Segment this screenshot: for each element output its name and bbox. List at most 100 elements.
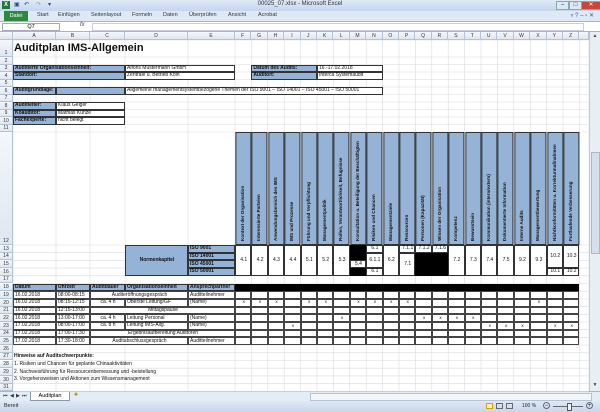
matrix-cell[interactable] <box>235 322 252 330</box>
matrix-cell[interactable] <box>349 322 367 330</box>
matrix-cell[interactable] <box>464 291 481 299</box>
cell-d13[interactable]: Normenkapitel <box>125 245 188 276</box>
matrix-cell[interactable] <box>349 314 367 322</box>
matrix-cell[interactable] <box>481 337 498 346</box>
matrix-cell[interactable] <box>546 337 563 346</box>
cell-q13[interactable]: 7.1.2 <box>415 245 432 253</box>
column-header-u[interactable]: U <box>481 32 498 40</box>
chapter-header[interactable]: Managementziele <box>382 132 399 245</box>
matrix-cell[interactable] <box>481 306 498 315</box>
column-header-y[interactable]: Y <box>546 32 563 40</box>
tab-datei[interactable]: Datei <box>4 11 28 21</box>
matrix-cell[interactable] <box>317 322 334 330</box>
matrix-cell[interactable] <box>431 322 449 330</box>
column-header-q[interactable]: Q <box>415 32 432 40</box>
matrix-cell[interactable] <box>431 298 449 307</box>
cell-e19[interactable]: Auditteilnehmer <box>188 291 235 299</box>
chapter-header[interactable]: Interessierte Parteien <box>251 132 268 245</box>
column-header-v[interactable]: V <box>497 32 514 40</box>
sheet-title[interactable]: Auditplan IMS-Allgemein <box>14 42 144 54</box>
cell-a25[interactable]: 17.02.2018 <box>13 337 56 346</box>
matrix-cell[interactable] <box>431 291 449 299</box>
cell-b6[interactable] <box>56 87 125 95</box>
cell-a9[interactable]: Koauditor: <box>13 109 56 117</box>
cell-b10[interactable]: nicht belegt <box>56 117 125 125</box>
matrix-cell[interactable] <box>366 337 383 346</box>
matrix-cell[interactable] <box>546 306 563 315</box>
matrix-cell[interactable] <box>366 291 383 299</box>
matrix-cell[interactable] <box>251 329 268 338</box>
row-header-19[interactable]: 19 <box>0 291 13 299</box>
column-header-h[interactable]: H <box>267 32 285 40</box>
matrix-mark[interactable]: x <box>235 298 252 307</box>
cell-y13[interactable]: 10.2 <box>546 245 563 269</box>
matrix-cell[interactable] <box>431 337 449 346</box>
cell-d6[interactable]: Allgemeine managementsystembezogene Them… <box>125 87 383 95</box>
matrix-mark[interactable]: x <box>382 298 399 307</box>
cell-c20[interactable]: ca. 4 h <box>90 298 125 307</box>
horizontal-scrollbar[interactable] <box>310 393 592 401</box>
row-header-11[interactable]: 11 <box>0 124 13 132</box>
matrix-cell[interactable] <box>333 298 350 307</box>
matrix-cell[interactable] <box>349 306 367 315</box>
matrix-cell[interactable] <box>546 329 563 338</box>
tab-seitenlayout[interactable]: Seitenlayout <box>91 12 122 18</box>
row-header-30[interactable]: 30 <box>0 375 13 384</box>
help-icon[interactable]: ▿ ? – ▫ ✕ <box>570 13 594 19</box>
column-header-f[interactable]: F <box>235 32 252 40</box>
matrix-cell[interactable] <box>497 291 514 299</box>
matrix-mark[interactable]: x <box>284 322 301 330</box>
matrix-cell[interactable] <box>333 329 350 338</box>
cell-d23[interactable]: Leitung IMS-Allg. <box>125 322 188 330</box>
cell-c18[interactable]: Auditdauer <box>90 283 125 292</box>
chapter-header[interactable]: Kommunikation (intern/extern) <box>481 132 498 245</box>
formula-input[interactable] <box>92 23 584 31</box>
page-layout-view-icon[interactable] <box>496 403 503 409</box>
matrix-cell[interactable] <box>513 329 531 338</box>
matrix-cell[interactable] <box>235 291 252 299</box>
column-header-partial[interactable] <box>579 32 589 40</box>
matrix-cell[interactable] <box>563 291 580 299</box>
matrix-cell[interactable] <box>382 306 399 315</box>
cell-d4[interactable]: Zentrale u. Betrieb Köln <box>125 72 235 80</box>
column-header-r[interactable]: R <box>431 32 449 40</box>
matrix-mark[interactable]: x <box>415 314 432 322</box>
prev-sheet-icon[interactable]: ◀ <box>10 393 14 399</box>
column-header-i[interactable]: I <box>284 32 301 40</box>
cell-p13[interactable]: 7.1.1 <box>399 245 416 253</box>
cell-d22[interactable]: Leitung Personal <box>125 314 188 322</box>
matrix-cell[interactable] <box>464 329 481 338</box>
cell-a10[interactable]: Fachexperte: <box>13 117 56 125</box>
cell-c23[interactable]: ca. 8 h <box>90 322 125 330</box>
chapter-header[interactable]: Wissen der Organisation <box>431 132 449 245</box>
matrix-cell[interactable] <box>481 291 498 299</box>
matrix-cell[interactable] <box>251 306 268 315</box>
row-header-27[interactable]: 27 <box>0 352 13 361</box>
cell-b19[interactable]: 08:00-08:15 <box>56 291 90 299</box>
row-header-13[interactable]: 13 <box>0 245 13 253</box>
cell-c22[interactable]: ca. 4 h <box>90 314 125 322</box>
row-header-15[interactable]: 15 <box>0 260 13 269</box>
row-header-7[interactable]: 7 <box>0 94 13 102</box>
cell-a4[interactable]: Standort: <box>13 72 125 80</box>
cell-n16[interactable]: 6.1 <box>366 268 383 276</box>
cell-a21[interactable]: 16.02.2018 <box>13 306 56 315</box>
chapter-header[interactable]: IMS und Prozesse <box>284 132 301 245</box>
row-header-17[interactable]: 17 <box>0 275 13 284</box>
matrix-cell[interactable] <box>497 314 514 322</box>
matrix-cell[interactable] <box>300 329 317 338</box>
name-box[interactable]: Q7 <box>2 23 60 31</box>
matrix-mark[interactable]: x <box>448 314 465 322</box>
matrix-cell[interactable] <box>333 291 350 299</box>
matrix-cell[interactable] <box>284 314 301 322</box>
matrix-cell[interactable] <box>563 306 580 315</box>
row-header-10[interactable]: 10 <box>0 117 13 125</box>
chapter-header[interactable]: Kompetenz <box>448 132 465 245</box>
cell-g13[interactable]: 4.2 <box>251 245 268 276</box>
row-header-18[interactable]: 18 <box>0 283 13 292</box>
cell-r13[interactable]: 7.1.6 <box>431 245 449 253</box>
column-header-n[interactable]: N <box>366 32 383 40</box>
column-header-j[interactable]: J <box>300 32 317 40</box>
matrix-cell[interactable] <box>431 329 449 338</box>
matrix-mark[interactable]: x <box>464 314 481 322</box>
